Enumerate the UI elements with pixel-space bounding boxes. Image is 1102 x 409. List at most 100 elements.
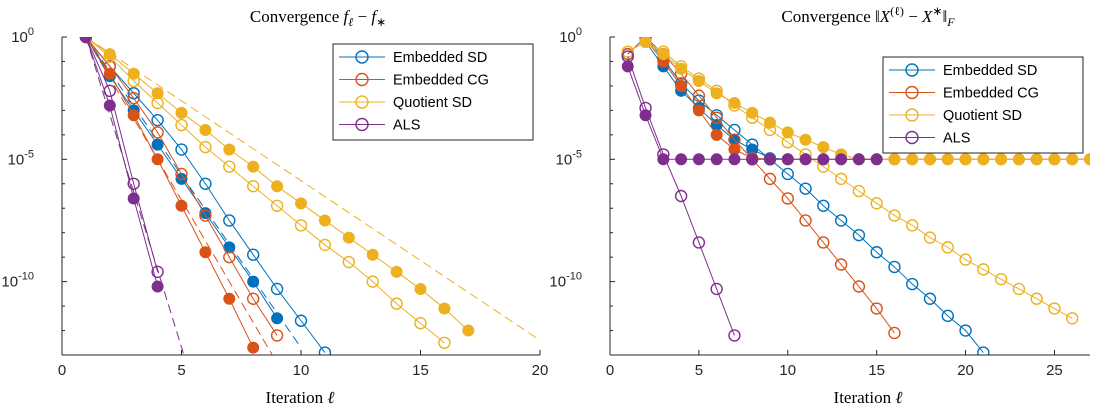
data-point: [728, 97, 741, 110]
data-point: [1030, 153, 1043, 166]
data-point: [621, 60, 634, 73]
legend-marker: [355, 95, 369, 109]
data-point: [692, 236, 706, 249]
data-point: [199, 177, 212, 190]
data-point: [870, 197, 883, 210]
data-point: [710, 111, 723, 124]
data-point: [977, 346, 990, 355]
data-point: [175, 118, 188, 132]
data-point: [151, 126, 164, 139]
x-tick-label: 5: [177, 362, 185, 379]
data-point: [223, 214, 236, 227]
data-point: [318, 214, 331, 227]
series-line: [85, 37, 445, 344]
data-point: [175, 199, 188, 212]
data-point: [923, 231, 937, 244]
y-tick-label: 10-5: [8, 148, 34, 168]
data-point: [438, 336, 451, 349]
data-point: [247, 275, 260, 288]
data-point: [852, 184, 866, 198]
data-point: [1030, 292, 1043, 305]
series-line: [85, 37, 159, 287]
legend-item-embedded-cg: Embedded CG: [339, 73, 489, 89]
data-point: [941, 241, 954, 254]
data-point: [1066, 153, 1079, 166]
legend-marker: [905, 130, 919, 145]
data-point: [959, 153, 972, 166]
plot-area: [79, 37, 540, 355]
data-point: [151, 113, 164, 127]
reference-line-2: [85, 37, 540, 341]
x-tick-label: 15: [412, 362, 429, 379]
series-quotient-sd-filled: [79, 37, 475, 337]
data-point: [438, 302, 451, 315]
data-point: [728, 329, 741, 342]
legend-marker: [355, 72, 369, 87]
data-point: [692, 89, 706, 102]
data-point: [781, 167, 794, 181]
data-point: [710, 282, 723, 296]
legend-marker: [905, 85, 919, 100]
data-point: [295, 197, 307, 210]
data-point: [675, 153, 688, 166]
data-point: [151, 153, 164, 166]
data-point: [127, 177, 140, 190]
data-point: [817, 199, 830, 212]
legend-marker: [905, 108, 919, 122]
data-point: [223, 160, 236, 173]
data-point: [977, 153, 990, 166]
x-tick-label: 10: [293, 362, 310, 379]
legend-item-quotient-sd: Quotient SD: [889, 108, 1022, 124]
right-chart-title: Convergence ‖X(ℓ) − X∗‖F: [781, 4, 955, 29]
x-tick-label: 0: [58, 362, 66, 379]
data-point: [888, 260, 901, 274]
legend-label: Quotient SD: [943, 108, 1022, 124]
data-point: [103, 67, 116, 80]
data-point: [270, 199, 284, 212]
data-point: [342, 255, 355, 269]
data-point: [834, 172, 848, 186]
data-point: [151, 280, 164, 293]
data-point: [870, 302, 883, 315]
data-point: [834, 258, 848, 271]
data-point: [710, 153, 723, 166]
data-point: [103, 99, 116, 112]
data-point: [746, 153, 759, 166]
data-point: [995, 153, 1008, 166]
data-point: [852, 280, 866, 293]
data-point: [888, 153, 901, 166]
legend-marker: [905, 63, 919, 77]
data-point: [639, 109, 652, 122]
data-point: [294, 219, 308, 232]
data-point: [271, 180, 284, 193]
legend-label: Embedded SD: [393, 50, 487, 66]
legend-marker: [355, 50, 369, 64]
data-point: [79, 37, 92, 43]
y-tick-label: 100: [11, 26, 34, 46]
data-point: [175, 106, 188, 119]
data-point: [1084, 153, 1090, 166]
data-point: [710, 128, 723, 141]
data-point: [657, 48, 670, 61]
series-als-filled: [79, 37, 164, 293]
data-point: [151, 87, 164, 100]
data-point: [1066, 312, 1079, 325]
data-point: [639, 37, 652, 48]
data-point: [959, 253, 972, 266]
data-point: [834, 214, 848, 227]
data-point: [271, 312, 284, 325]
data-point: [817, 153, 830, 166]
data-point: [674, 189, 688, 203]
data-point: [692, 104, 705, 117]
y-tick-label: 10-10: [1, 271, 34, 291]
data-point: [318, 346, 332, 355]
data-point: [223, 292, 236, 305]
legend: Embedded SD Embedded CG Quotient SD ALS: [882, 56, 1084, 154]
left-chart-title: Convergence fℓ − f∗: [250, 7, 386, 29]
data-point: [764, 153, 776, 166]
data-point: [366, 275, 379, 288]
series-line: [627, 56, 735, 336]
data-point: [977, 263, 990, 276]
data-point: [941, 309, 954, 323]
